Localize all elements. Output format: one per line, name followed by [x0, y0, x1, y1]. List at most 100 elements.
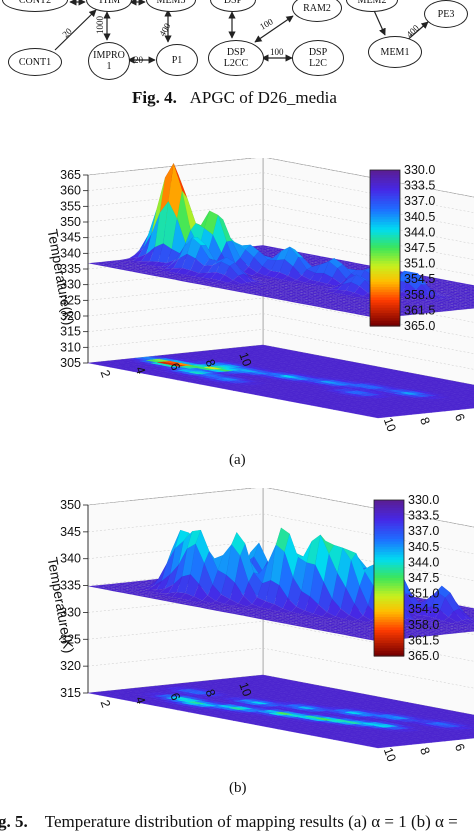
colorbar-band	[374, 635, 404, 639]
colorbar-band	[374, 549, 404, 553]
colorbar-band	[370, 240, 400, 244]
floor-cell	[458, 399, 474, 403]
colorbar-band	[370, 281, 400, 285]
z-tick-label: 325	[60, 293, 81, 307]
colorbar-band	[374, 562, 404, 566]
colorbar-band	[374, 585, 404, 589]
colorbar-label: 333.5	[404, 179, 435, 193]
x-tick-label: 10	[236, 681, 254, 699]
z-tick-label: 315	[60, 325, 81, 339]
colorbar-band	[374, 572, 404, 576]
colorbar-band	[370, 320, 400, 324]
colorbar-band	[370, 237, 400, 241]
x-tick-label: 2	[97, 368, 113, 379]
colorbar-band	[370, 185, 400, 189]
z-tick-label: 345	[60, 231, 81, 245]
floor-cell	[468, 715, 474, 718]
wall-gridline	[87, 203, 474, 245]
colorbar-band	[374, 617, 404, 621]
node-cont1: CONT1	[8, 48, 62, 76]
floor-cell	[456, 402, 474, 406]
wall-gridline	[87, 621, 474, 662]
colorbar-band	[370, 193, 400, 197]
colorbar-label: 344.0	[408, 555, 439, 569]
y-tick-label: 6	[452, 412, 468, 423]
colorbar-band	[370, 248, 400, 252]
floor-cell	[470, 721, 474, 724]
surface-plot-a: 365360355350345340335330325320315310305T…	[45, 158, 474, 434]
colorbar-band	[374, 546, 404, 550]
colorbar-band	[370, 214, 400, 218]
colorbar-band	[374, 552, 404, 556]
floor-cell	[470, 401, 474, 403]
colorbar-band	[370, 235, 400, 239]
colorbar-band	[374, 606, 404, 610]
colorbar-label: 330.0	[404, 163, 435, 177]
node-mem1: MEM1	[368, 36, 422, 68]
x-tick-label: 8	[202, 687, 218, 698]
colorbar-label: 361.5	[404, 303, 435, 317]
colorbar-band	[374, 653, 404, 657]
z-tick-label: 350	[60, 498, 81, 512]
surface-facet	[420, 310, 435, 314]
colorbar-band	[374, 648, 404, 652]
colorbar-band	[370, 284, 400, 288]
colorbar-band	[374, 575, 404, 579]
surface-facet	[415, 634, 430, 637]
colorbar-band	[370, 245, 400, 249]
z-tick-label: 305	[60, 356, 81, 370]
surface-facet	[468, 303, 474, 305]
colorbar-band	[374, 643, 404, 647]
colorbar-band	[370, 289, 400, 293]
colorbar-band	[370, 198, 400, 202]
z-tick-label: 330	[60, 278, 81, 292]
colorbar-band	[374, 630, 404, 634]
edge-cont1-thm	[54, 9, 97, 51]
colorbar-band	[370, 232, 400, 236]
surface-facet	[469, 616, 474, 619]
colorbar-band	[370, 206, 400, 210]
wall-gridline	[87, 297, 474, 339]
colorbar-label: 365.0	[404, 319, 435, 333]
colorbar-band	[370, 216, 400, 220]
surface-facet	[471, 285, 474, 287]
colorbar-label: 347.5	[404, 241, 435, 255]
colorbar-band	[370, 323, 400, 327]
colorbar-band	[370, 292, 400, 296]
y-tick-label: 6	[452, 742, 468, 753]
floor-cell	[461, 725, 474, 729]
colorbar-band	[370, 224, 400, 228]
colorbar-label: 340.5	[404, 210, 435, 224]
wall-gridline	[87, 158, 474, 198]
colorbar-label: 358.0	[408, 618, 439, 632]
surface-facet	[451, 307, 466, 310]
colorbar-band	[374, 554, 404, 558]
colorbar-band	[374, 570, 404, 574]
colorbar-band	[370, 310, 400, 314]
floor-cell	[456, 392, 474, 396]
colorbar-band	[374, 507, 404, 511]
z-tick-label: 315	[60, 686, 81, 700]
wall-gridline	[87, 488, 474, 528]
surface-facet	[451, 630, 466, 633]
floor-cell	[463, 731, 474, 735]
colorbar-band	[374, 567, 404, 571]
colorbar-band	[374, 588, 404, 592]
colorbar-band	[374, 619, 404, 623]
colorbar-band	[374, 583, 404, 587]
surface-facet	[471, 608, 474, 610]
node-pe3: PE3	[424, 0, 468, 28]
colorbar-label: 344.0	[404, 225, 435, 239]
floor-cell	[459, 719, 474, 723]
floor-cell	[459, 389, 474, 393]
surface-facet	[469, 611, 474, 614]
surface-facet	[462, 629, 474, 632]
surface-facet	[456, 630, 471, 633]
colorbar-label: 330.0	[408, 493, 439, 507]
surface-facet	[470, 623, 474, 625]
surface-facet	[468, 626, 474, 629]
colorbar-label: 333.5	[408, 509, 439, 523]
colorbar-band	[370, 227, 400, 231]
colorbar-label: 340.5	[408, 540, 439, 554]
